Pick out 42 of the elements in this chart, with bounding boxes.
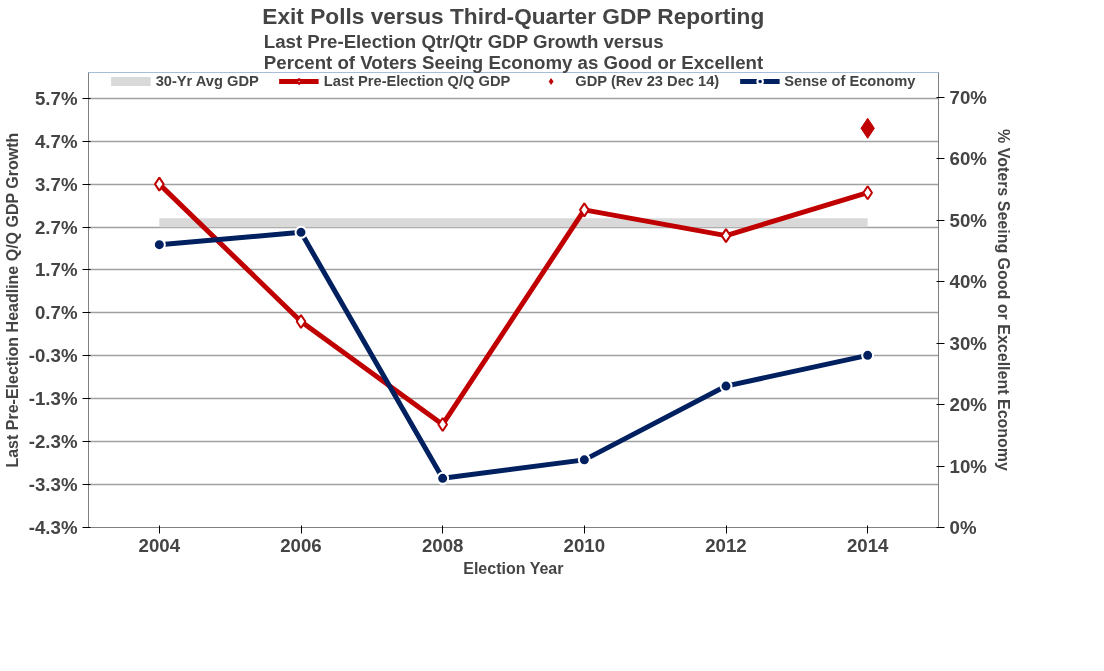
y2-tick-label: 30%: [949, 332, 988, 354]
y-tick-label: -0.3%: [28, 345, 78, 367]
x-tick-label: 2008: [421, 534, 464, 556]
y2-tick-label: 60%: [949, 148, 988, 170]
y2-tick-label: 20%: [949, 394, 988, 416]
y-axis-title: Last Pre-Election Headline Q/Q GDP Growth: [3, 132, 21, 468]
point: [577, 453, 591, 467]
point: [719, 379, 733, 393]
y-tick-label: 0.7%: [34, 302, 78, 324]
y2-tick-label: 40%: [949, 271, 988, 293]
legend-label: Last Pre-Election Q/Q GDP: [323, 73, 511, 89]
point: [152, 238, 166, 252]
y-tick-label: -1.3%: [28, 388, 78, 410]
y2-axis-title: % Voters Seeing Good or Excellent Economy: [994, 129, 1012, 472]
x-axis-title: Election Year: [463, 559, 564, 577]
y-tick-label: 5.7%: [34, 87, 78, 109]
legend-label: Sense of Economy: [784, 73, 916, 89]
y-tick-label: 1.7%: [34, 259, 78, 281]
legend-label: 30-Yr Avg GDP: [155, 73, 259, 89]
legend-label: GDP (Rev 23 Dec 14): [575, 73, 720, 89]
y2-tick-label: 70%: [949, 86, 988, 108]
point: [295, 313, 307, 329]
x-tick-label: 2010: [563, 534, 606, 556]
x-tick-label: 2012: [705, 534, 747, 556]
y-tick-label: 3.7%: [34, 173, 78, 195]
y-tick-label: 4.7%: [34, 130, 78, 152]
y2-tick-label: 0%: [949, 517, 977, 538]
x-tick-label: 2006: [280, 534, 322, 556]
chart-title: Exit Polls versus Third-Quarter GDP Reporting: [262, 2, 765, 29]
x-tick-label: 2004: [138, 534, 181, 556]
point: [294, 225, 308, 239]
point: [861, 348, 875, 362]
y-tick-label: -2.3%: [28, 431, 78, 453]
chart-subtitle: Last Pre-Election Qtr/Qtr GDP Growth versus Percent of Voters Seeing Economy as Good or Excellent: [263, 30, 764, 73]
x-tick-label: 2014: [846, 534, 890, 556]
y2-tick-label: 10%: [949, 455, 988, 477]
y-tick-label: -4.3%: [28, 517, 78, 538]
y-tick-label: 2.7%: [34, 216, 78, 238]
y-tick-label: -3.3%: [28, 474, 78, 496]
point: [436, 471, 450, 485]
y2-tick-label: 50%: [949, 209, 988, 231]
point: [720, 228, 732, 244]
